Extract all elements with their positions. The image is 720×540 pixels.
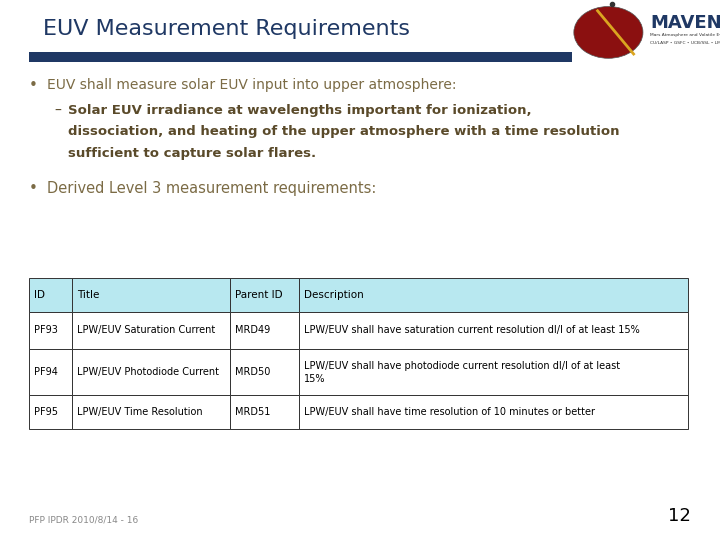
FancyBboxPatch shape (29, 395, 71, 429)
Text: LPW/EUV Time Resolution: LPW/EUV Time Resolution (76, 407, 202, 417)
Text: Parent ID: Parent ID (235, 290, 282, 300)
Text: ID: ID (34, 290, 45, 300)
Text: Solar EUV irradiance at wavelengths important for ionization,: Solar EUV irradiance at wavelengths impo… (68, 104, 532, 117)
FancyBboxPatch shape (29, 312, 71, 349)
Text: MRD51: MRD51 (235, 407, 270, 417)
Text: MAVEN: MAVEN (650, 14, 720, 32)
FancyBboxPatch shape (71, 395, 230, 429)
Text: CU/LASP • GSFC • UCB/SSL • LM • JPL: CU/LASP • GSFC • UCB/SSL • LM • JPL (650, 41, 720, 45)
Text: PFP IPDR 2010/8/14 - 16: PFP IPDR 2010/8/14 - 16 (29, 516, 138, 525)
FancyBboxPatch shape (71, 278, 230, 312)
FancyBboxPatch shape (71, 312, 230, 349)
Text: dissociation, and heating of the upper atmosphere with a time resolution: dissociation, and heating of the upper a… (68, 125, 620, 138)
FancyBboxPatch shape (29, 52, 572, 62)
FancyBboxPatch shape (230, 395, 299, 429)
FancyBboxPatch shape (299, 278, 688, 312)
Text: LPW/EUV Saturation Current: LPW/EUV Saturation Current (76, 326, 215, 335)
Text: Derived Level 3 measurement requirements:: Derived Level 3 measurement requirements… (47, 181, 376, 196)
FancyBboxPatch shape (71, 349, 230, 395)
Text: •: • (29, 181, 37, 196)
FancyBboxPatch shape (299, 395, 688, 429)
FancyBboxPatch shape (230, 312, 299, 349)
Text: Description: Description (304, 290, 364, 300)
FancyBboxPatch shape (299, 349, 688, 395)
FancyBboxPatch shape (230, 349, 299, 395)
Text: Mars Atmosphere and Volatile EvolutioN Mission: Mars Atmosphere and Volatile EvolutioN M… (650, 33, 720, 37)
Text: MRD50: MRD50 (235, 367, 270, 377)
Text: LPW/EUV Photodiode Current: LPW/EUV Photodiode Current (76, 367, 219, 377)
Text: 12: 12 (668, 507, 691, 525)
Text: LPW/EUV shall have saturation current resolution dI/I of at least 15%: LPW/EUV shall have saturation current re… (304, 326, 639, 335)
Text: MRD49: MRD49 (235, 326, 270, 335)
FancyBboxPatch shape (230, 278, 299, 312)
Text: EUV Measurement Requirements: EUV Measurement Requirements (43, 19, 410, 39)
Text: sufficient to capture solar flares.: sufficient to capture solar flares. (68, 147, 317, 160)
Text: PF95: PF95 (34, 407, 58, 417)
FancyBboxPatch shape (29, 349, 71, 395)
Text: EUV shall measure solar EUV input into upper atmosphere:: EUV shall measure solar EUV input into u… (47, 78, 456, 92)
Text: LPW/EUV shall have photodiode current resolution dI/I of at least
15%: LPW/EUV shall have photodiode current re… (304, 361, 620, 384)
Text: PF94: PF94 (34, 367, 58, 377)
Text: •: • (29, 78, 37, 93)
Text: –: – (54, 104, 61, 118)
Circle shape (574, 6, 643, 58)
FancyBboxPatch shape (299, 312, 688, 349)
Text: LPW/EUV shall have time resolution of 10 minutes or better: LPW/EUV shall have time resolution of 10… (304, 407, 595, 417)
FancyBboxPatch shape (29, 278, 71, 312)
Text: PF93: PF93 (34, 326, 58, 335)
Text: Title: Title (76, 290, 99, 300)
